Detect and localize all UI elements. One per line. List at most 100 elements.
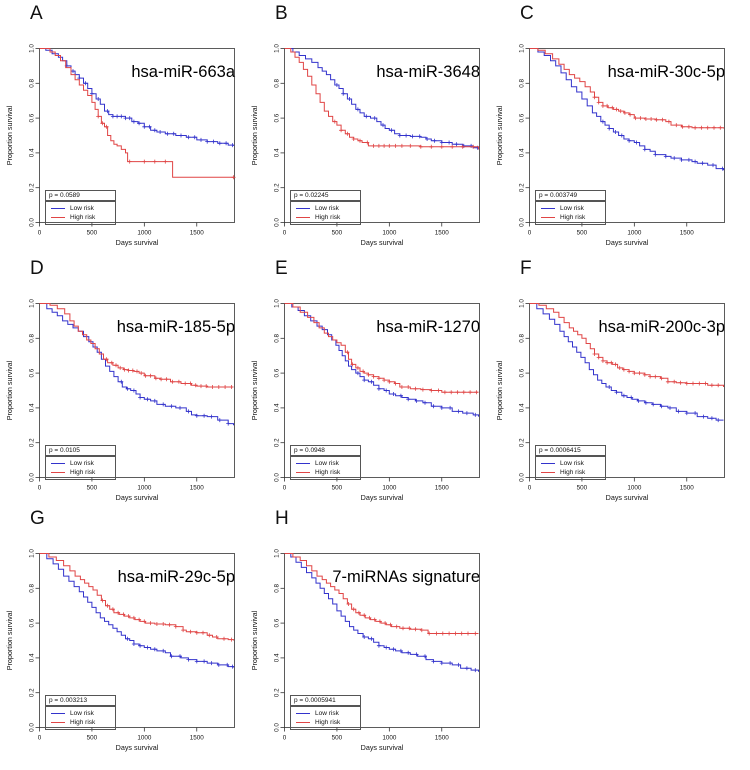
plot-frame	[529, 303, 725, 478]
legend: Low risk High risk	[45, 456, 116, 480]
legend-row-high: High risk	[291, 718, 360, 727]
legend: Low risk High risk	[535, 456, 606, 480]
y-tick-label: 0.0	[29, 723, 36, 732]
legend: Low risk High risk	[45, 201, 116, 225]
low-risk-line-sample	[296, 207, 310, 210]
panel-letter: E	[275, 258, 289, 279]
censor-marks-high-risk	[592, 95, 723, 130]
p-value: p = 0.0589	[45, 190, 116, 201]
y-tick-label: 0.0	[274, 723, 281, 732]
survival-curve-low-risk	[284, 303, 479, 417]
y-tick-label: 0.4	[29, 653, 36, 662]
legend-label-high: High risk	[560, 214, 586, 221]
survival-curve-high-risk	[284, 303, 479, 393]
legend: Low risk High risk	[290, 706, 361, 730]
y-tick-label: 0.0	[274, 473, 281, 482]
x-tick-label: 0	[528, 485, 532, 492]
p-value: p = 0.003213	[45, 695, 116, 706]
plot-frame	[529, 48, 725, 223]
survival-curve-high-risk	[529, 48, 724, 129]
y-tick-label: 0.8	[29, 583, 36, 592]
legend-label-low: Low risk	[560, 460, 584, 467]
p-value: p = 0.02245	[290, 190, 361, 201]
censor-marks-low-risk	[64, 63, 235, 148]
km-plot-svg: 0.0 0.2 0.4 0.6 0.8 1.0 0 500 1000 1500 Days survi…	[5, 549, 235, 752]
y-axis-label: Proportion survival	[250, 360, 259, 420]
censor-marks-high-risk	[345, 350, 479, 395]
panel-a: A hsa-miR-663a 0.0 0.2 0.4 0.6 0.8 1.0 0 500 100…	[0, 0, 250, 255]
plot-title: 7-miRNAs signature	[332, 568, 480, 586]
survival-curve-low-risk	[529, 48, 724, 171]
survival-curve-high-risk	[284, 553, 479, 634]
p-value: p = 0.0005941	[290, 695, 361, 706]
plot-title: hsa-miR-3648	[376, 63, 480, 81]
x-tick-label: 500	[577, 485, 588, 492]
high-risk-line-sample	[541, 216, 555, 219]
y-tick-label: 0.0	[519, 218, 526, 227]
y-tick-label: 0.2	[29, 688, 36, 697]
x-tick-label: 1500	[680, 485, 695, 492]
legend-row-high: High risk	[46, 213, 115, 222]
y-tick-label: 0.4	[519, 403, 526, 412]
x-tick-label: 0	[38, 735, 42, 742]
legend-label-low: Low risk	[315, 710, 339, 717]
legend-label-high: High risk	[315, 469, 341, 476]
y-tick-label: 1.0	[274, 549, 281, 558]
plot-title: hsa-miR-663a	[131, 63, 235, 81]
x-tick-label: 1000	[382, 485, 397, 492]
y-axis-label: Proportion survival	[495, 360, 504, 420]
x-tick-label: 1500	[190, 485, 205, 492]
p-value: p = 0.0006415	[535, 445, 606, 456]
panel-d: D hsa-miR-185-5p 0.0 0.2 0.4 0.6 0.8 1.0 0 500 1…	[0, 255, 250, 510]
legend-row-low: Low risk	[536, 204, 605, 213]
legend-label-low: Low risk	[315, 205, 339, 212]
p-value: p = 0.0948	[290, 445, 361, 456]
survival-curve-low-risk	[39, 553, 234, 668]
plot-frame	[284, 48, 480, 223]
x-axis-label: Days survival	[361, 238, 404, 247]
x-axis-label: Days survival	[361, 493, 404, 502]
y-tick-label: 0.6	[29, 368, 36, 377]
panel-letter: B	[275, 3, 289, 24]
legend-row-high: High risk	[291, 468, 360, 477]
plot-title: hsa-miR-200c-3p	[598, 318, 725, 336]
y-tick-label: 0.8	[519, 78, 526, 87]
legend-row-high: High risk	[291, 213, 360, 222]
y-tick-label: 0.8	[29, 78, 36, 87]
y-tick-label: 0.2	[274, 688, 281, 697]
x-tick-label: 1500	[680, 230, 695, 237]
x-tick-label: 500	[332, 735, 343, 742]
x-tick-label: 1500	[435, 735, 450, 742]
km-plot-svg: 0.0 0.2 0.4 0.6 0.8 1.0 0 500 1000 1500 Days survi…	[250, 44, 480, 247]
y-tick-label: 0.2	[519, 438, 526, 447]
km-plot-svg: 0.0 0.2 0.4 0.6 0.8 1.0 0 500 1000 1500 Days survi…	[250, 299, 480, 502]
censor-marks-low-risk	[125, 636, 235, 669]
censor-marks-low-risk	[362, 635, 478, 673]
y-tick-label: 0.8	[274, 78, 281, 87]
y-tick-label: 0.0	[29, 473, 36, 482]
y-tick-label: 1.0	[519, 44, 526, 53]
panel-letter: H	[275, 508, 290, 529]
high-risk-line-sample	[541, 471, 555, 474]
x-tick-label: 1000	[137, 230, 152, 237]
y-tick-label: 1.0	[29, 299, 36, 308]
low-risk-line-sample	[541, 462, 555, 465]
y-tick-label: 0.0	[274, 218, 281, 227]
x-tick-label: 1000	[382, 230, 397, 237]
y-tick-label: 0.4	[519, 148, 526, 157]
censor-marks-low-risk	[600, 119, 725, 171]
panel-letter: D	[30, 258, 45, 279]
x-tick-label: 500	[87, 485, 98, 492]
x-tick-label: 0	[38, 230, 42, 237]
censor-marks-high-risk	[100, 598, 234, 642]
x-tick-label: 1000	[627, 485, 642, 492]
legend-label-high: High risk	[315, 719, 341, 726]
censor-marks-low-risk	[334, 83, 480, 150]
y-tick-label: 0.6	[519, 113, 526, 122]
y-tick-label: 0.8	[519, 333, 526, 342]
legend: Low risk High risk	[290, 201, 361, 225]
x-tick-label: 1500	[190, 735, 205, 742]
y-tick-label: 0.2	[274, 438, 281, 447]
panel-h: H 7-miRNAs signature 0.0 0.2 0.4 0.6 0.8 1.0 0…	[245, 505, 495, 760]
